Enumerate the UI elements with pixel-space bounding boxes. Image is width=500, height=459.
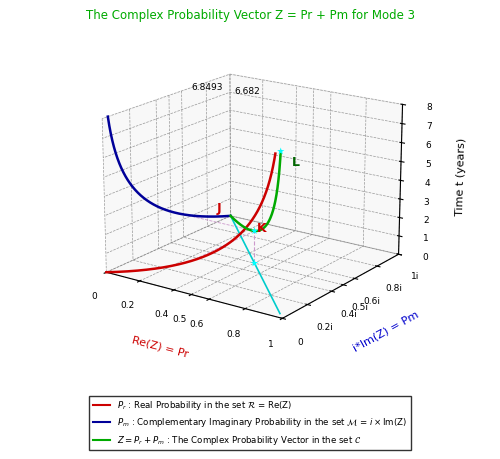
Legend: $P_r$ : Real Probability in the set $\mathcal{R}$ = Re(Z), $P_m$ : Complementary: $P_r$ : Real Probability in the set $\ma…: [90, 396, 410, 450]
Y-axis label: i*Im(Z) = Pm: i*Im(Z) = Pm: [352, 309, 420, 353]
Title: The Complex Probability Vector Z = Pr + Pm for Mode 3: The Complex Probability Vector Z = Pr + …: [86, 9, 414, 22]
X-axis label: Re(Z) = Pr: Re(Z) = Pr: [131, 335, 190, 359]
